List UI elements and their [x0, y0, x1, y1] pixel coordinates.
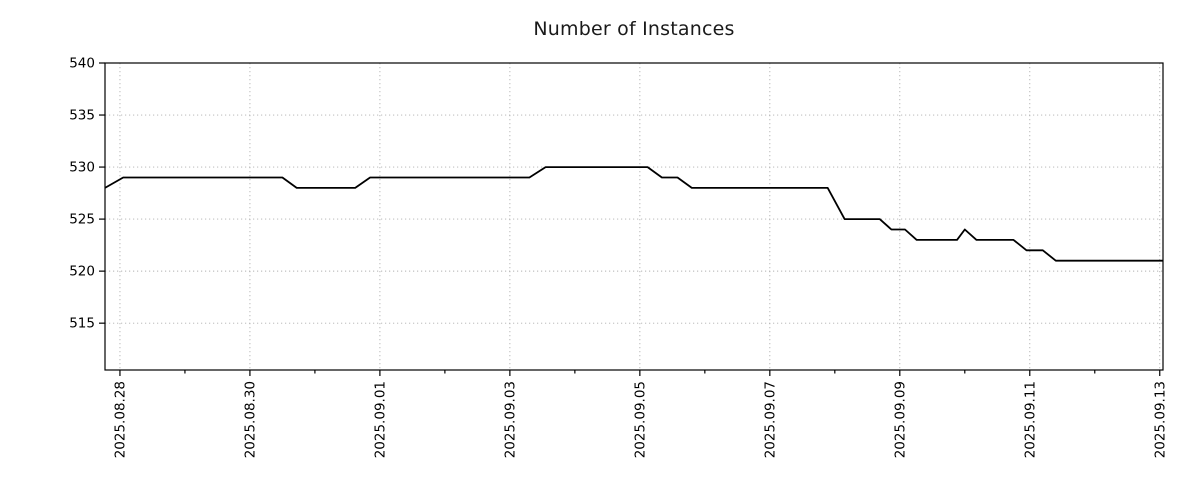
x-tick-label: 2025.09.07: [762, 381, 778, 458]
y-tick-label: 520: [69, 264, 95, 280]
x-tick-label: 2025.09.03: [502, 381, 518, 458]
x-tick-label: 2025.09.09: [892, 381, 908, 458]
x-tick-label: 2025.08.28: [112, 381, 128, 458]
x-tick-label: 2025.09.13: [1152, 381, 1168, 458]
y-tick-label: 535: [69, 108, 95, 124]
x-tick-label: 2025.08.30: [242, 381, 258, 458]
x-tick-label: 2025.09.11: [1022, 381, 1038, 458]
series-instances: [104, 166, 1163, 262]
y-tick-label: 530: [69, 160, 95, 176]
x-tick-label: 2025.09.05: [632, 381, 648, 458]
plot-frame: [104, 62, 1164, 371]
chart-title: Number of Instances: [533, 18, 735, 40]
x-tick-label: 2025.09.01: [372, 381, 388, 458]
y-tick-label: 540: [69, 56, 95, 72]
y-tick-label: 525: [69, 212, 95, 228]
y-tick-label: 515: [69, 316, 95, 332]
